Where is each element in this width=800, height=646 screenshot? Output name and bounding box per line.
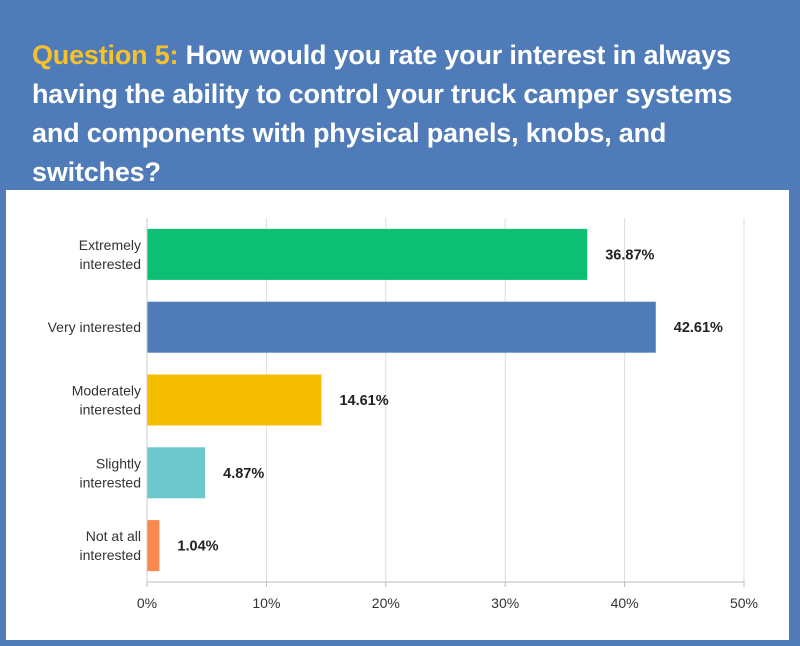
data-label: 36.87% (605, 247, 654, 263)
question-title: Question 5: How would you rate your inte… (32, 36, 782, 192)
x-tick-label: 50% (730, 595, 758, 611)
data-label: 14.61% (339, 393, 388, 409)
x-tick-label: 0% (137, 595, 157, 611)
category-label: interested (80, 256, 141, 272)
category-label: Not at all (86, 528, 141, 544)
bar (147, 301, 656, 353)
data-label: 4.87% (223, 466, 264, 482)
bar (147, 374, 322, 426)
x-tick-label: 30% (491, 595, 519, 611)
bar (147, 447, 206, 499)
x-tick-label: 20% (372, 595, 400, 611)
category-label: interested (80, 474, 141, 490)
bar (147, 228, 588, 280)
bar-chart: 36.87% Extremely interested 42.61% Very inte… (48, 218, 758, 611)
category-label: Moderately (72, 383, 141, 399)
question-prefix: Question 5: (32, 40, 179, 70)
category-label: interested (80, 547, 141, 563)
category-label: Extremely (79, 237, 141, 253)
data-label: 1.04% (177, 539, 218, 555)
data-label: 42.61% (674, 320, 723, 336)
category-label: Very interested (48, 319, 141, 335)
question-text: How would you rate your interest in alwa… (32, 40, 733, 187)
bar (147, 520, 160, 572)
x-tick-label: 10% (252, 595, 280, 611)
header-banner: Question 5: How would you rate your inte… (0, 0, 800, 190)
category-label: Slightly (96, 455, 141, 471)
category-label: interested (80, 402, 141, 418)
chart-panel: 36.87% Extremely interested 42.61% Very inte… (6, 190, 789, 640)
x-tick-label: 40% (611, 595, 639, 611)
